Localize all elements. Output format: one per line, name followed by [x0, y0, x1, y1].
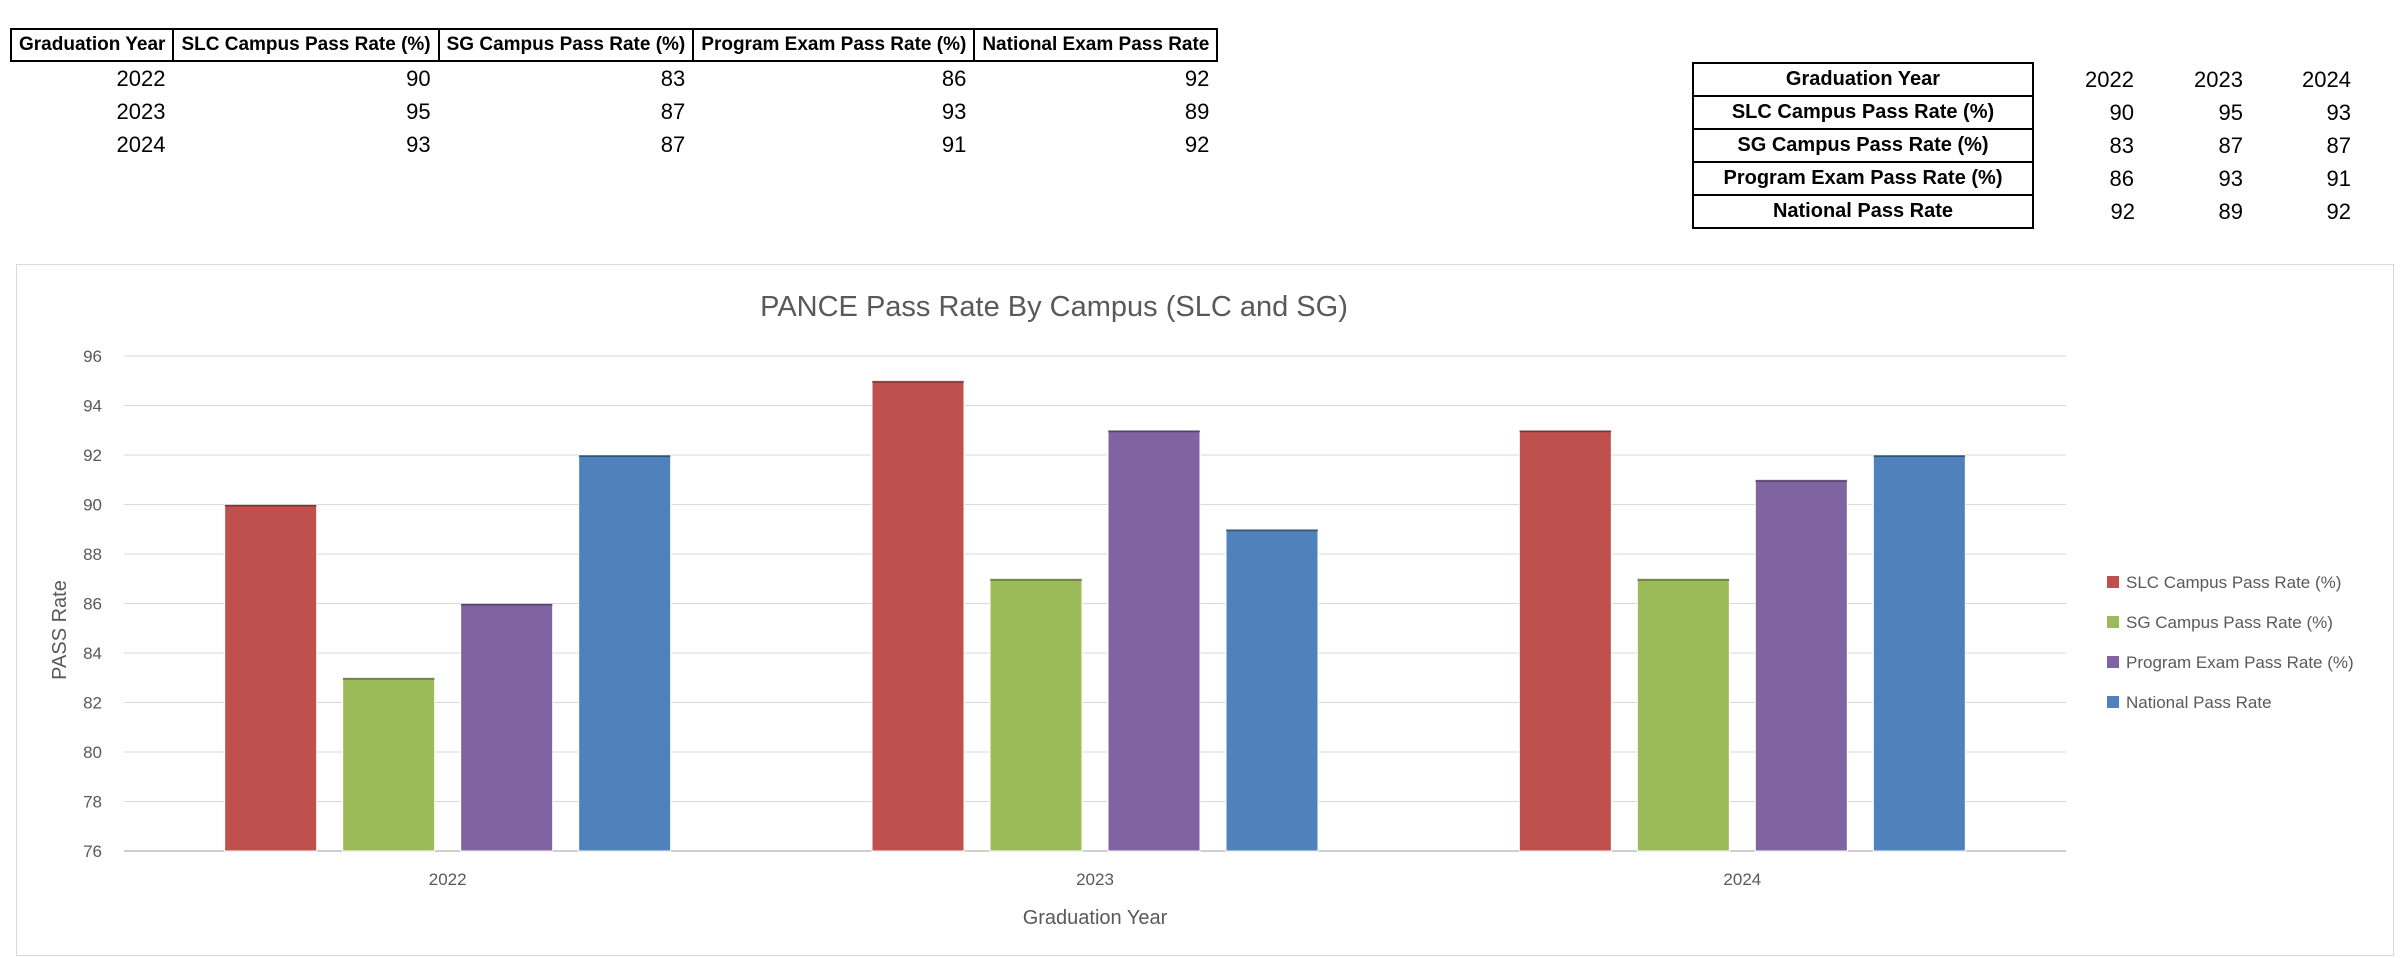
bar [989, 578, 1083, 852]
legend-swatch [2107, 616, 2119, 628]
table-cell: 2022 [2085, 66, 2134, 92]
table-cell: 92 [2326, 198, 2351, 224]
table-cell: 87 [660, 98, 686, 124]
table-cell: 2022 [116, 65, 166, 91]
column-header: Program Exam Pass Rate (%) [692, 28, 976, 62]
pass-rate-table-transposed: Graduation Year 2022 2023 2024 SLC Campu… [1692, 62, 2360, 229]
x-tick-label: 2023 [1076, 870, 1114, 889]
legend-swatch [2107, 656, 2119, 668]
table-cell: 86 [941, 65, 967, 91]
row-header: SG Campus Pass Rate (%) [1692, 128, 2034, 163]
bar [1225, 528, 1319, 852]
table-row: 2022 90 83 86 92 [11, 61, 1217, 95]
y-tick-label: 86 [83, 595, 102, 614]
table-header-row: Graduation Year SLC Campus Pass Rate (%)… [9, 28, 1219, 62]
table-row: Program Exam Pass Rate (%) 86 93 91 [1692, 161, 2359, 196]
row-header: Graduation Year [1692, 62, 2034, 97]
table-cell: 95 [406, 98, 431, 124]
table-row: 2024 93 87 91 92 [11, 128, 1217, 161]
table-row: SLC Campus Pass Rate (%) 90 95 93 [1692, 95, 2359, 130]
column-header: SLC Campus Pass Rate (%) [172, 28, 440, 62]
y-tick-label: 96 [83, 347, 102, 366]
row-header: National Pass Rate [1692, 194, 2034, 229]
y-tick-label: 88 [83, 545, 102, 564]
table-cell: 92 [2110, 198, 2135, 224]
bar-chart: 76 78 80 82 84 86 88 90 92 94 96 2022 2023 2024 SLC … [49, 291, 2354, 929]
table-cell: 86 [2109, 165, 2134, 191]
y-tick-label: 92 [83, 446, 102, 465]
chart-title: PANCE Pass Rate By Campus (SLC and SG) [760, 291, 1348, 323]
table-cell: 93 [2326, 99, 2351, 125]
legend-swatch [2107, 696, 2119, 708]
table-cell: 2023 [2194, 66, 2243, 92]
table-cell: 2024 [116, 131, 166, 157]
y-tick-label: 84 [83, 644, 102, 663]
column-header: Graduation Year [9, 28, 175, 62]
y-tick-label: 82 [83, 694, 102, 713]
y-tick-label: 90 [83, 496, 102, 515]
table-row: 2023 95 87 93 89 [11, 95, 1217, 128]
bar [1636, 578, 1730, 852]
pass-rate-table-by-year: Graduation Year SLC Campus Pass Rate (%)… [9, 28, 1219, 161]
y-tick-label: 94 [83, 397, 102, 416]
table-cell: 2023 [116, 98, 166, 124]
chart-frame [16, 264, 2394, 956]
legend-swatch [2107, 576, 2119, 588]
table-cell: 90 [2109, 99, 2134, 125]
legend-label: SG Campus Pass Rate (%) [2126, 613, 2333, 632]
bars [224, 380, 1966, 852]
bar [1754, 479, 1848, 852]
table-cell: 87 [2218, 132, 2243, 158]
y-tick-label: 78 [83, 793, 102, 812]
table-cell: 91 [941, 131, 967, 157]
table-cell: 83 [660, 65, 686, 91]
bar [342, 677, 436, 852]
grid-lines [124, 355, 2066, 852]
bar [578, 454, 672, 852]
row-header: Program Exam Pass Rate (%) [1692, 161, 2034, 196]
legend: SLC Campus Pass Rate (%) SG Campus Pass R… [2107, 573, 2354, 712]
x-tick-label: 2024 [1723, 870, 1761, 889]
legend-label: SLC Campus Pass Rate (%) [2126, 573, 2341, 592]
legend-label: Program Exam Pass Rate (%) [2126, 653, 2354, 672]
bar [460, 603, 554, 852]
table-cell: 92 [1184, 65, 1210, 91]
bar [1107, 429, 1201, 852]
y-axis-title: PASS Rate [49, 580, 71, 680]
table-cell: 89 [1184, 98, 1210, 124]
table-cell: 93 [406, 131, 431, 157]
bar [1518, 429, 1612, 852]
table-row: SG Campus Pass Rate (%) 83 87 87 [1692, 128, 2359, 163]
table-cell: 87 [2326, 132, 2351, 158]
bar [224, 504, 318, 852]
column-header: National Exam Pass Rate [973, 28, 1219, 62]
x-axis-title: Graduation Year [1023, 907, 1168, 929]
table-cell: 93 [2218, 165, 2243, 191]
bar [871, 380, 965, 852]
x-axis-ticks: 2022 2023 2024 [429, 870, 1761, 889]
table-cell: 87 [660, 131, 686, 157]
x-tick-label: 2022 [429, 870, 467, 889]
table-cell: 95 [2218, 99, 2243, 125]
table-cell: 90 [406, 65, 431, 91]
table-row: Graduation Year 2022 2023 2024 [1692, 62, 2359, 97]
table-cell: 92 [1184, 131, 1210, 157]
legend-label: National Pass Rate [2126, 693, 2272, 712]
table-cell: 83 [2109, 132, 2134, 158]
table-cell: 91 [2326, 165, 2351, 191]
y-axis-ticks: 76 78 80 82 84 86 88 90 92 94 96 [83, 347, 102, 861]
table-row: National Pass Rate 92 89 92 [1692, 194, 2359, 229]
table-cell: 89 [2218, 198, 2243, 224]
table-cell: 2024 [2302, 66, 2351, 92]
y-tick-label: 80 [83, 743, 102, 762]
bar [1872, 454, 1966, 852]
y-tick-label: 76 [83, 842, 102, 861]
column-header: SG Campus Pass Rate (%) [437, 28, 695, 62]
table-cell: 93 [941, 98, 967, 124]
row-header: SLC Campus Pass Rate (%) [1692, 95, 2034, 130]
